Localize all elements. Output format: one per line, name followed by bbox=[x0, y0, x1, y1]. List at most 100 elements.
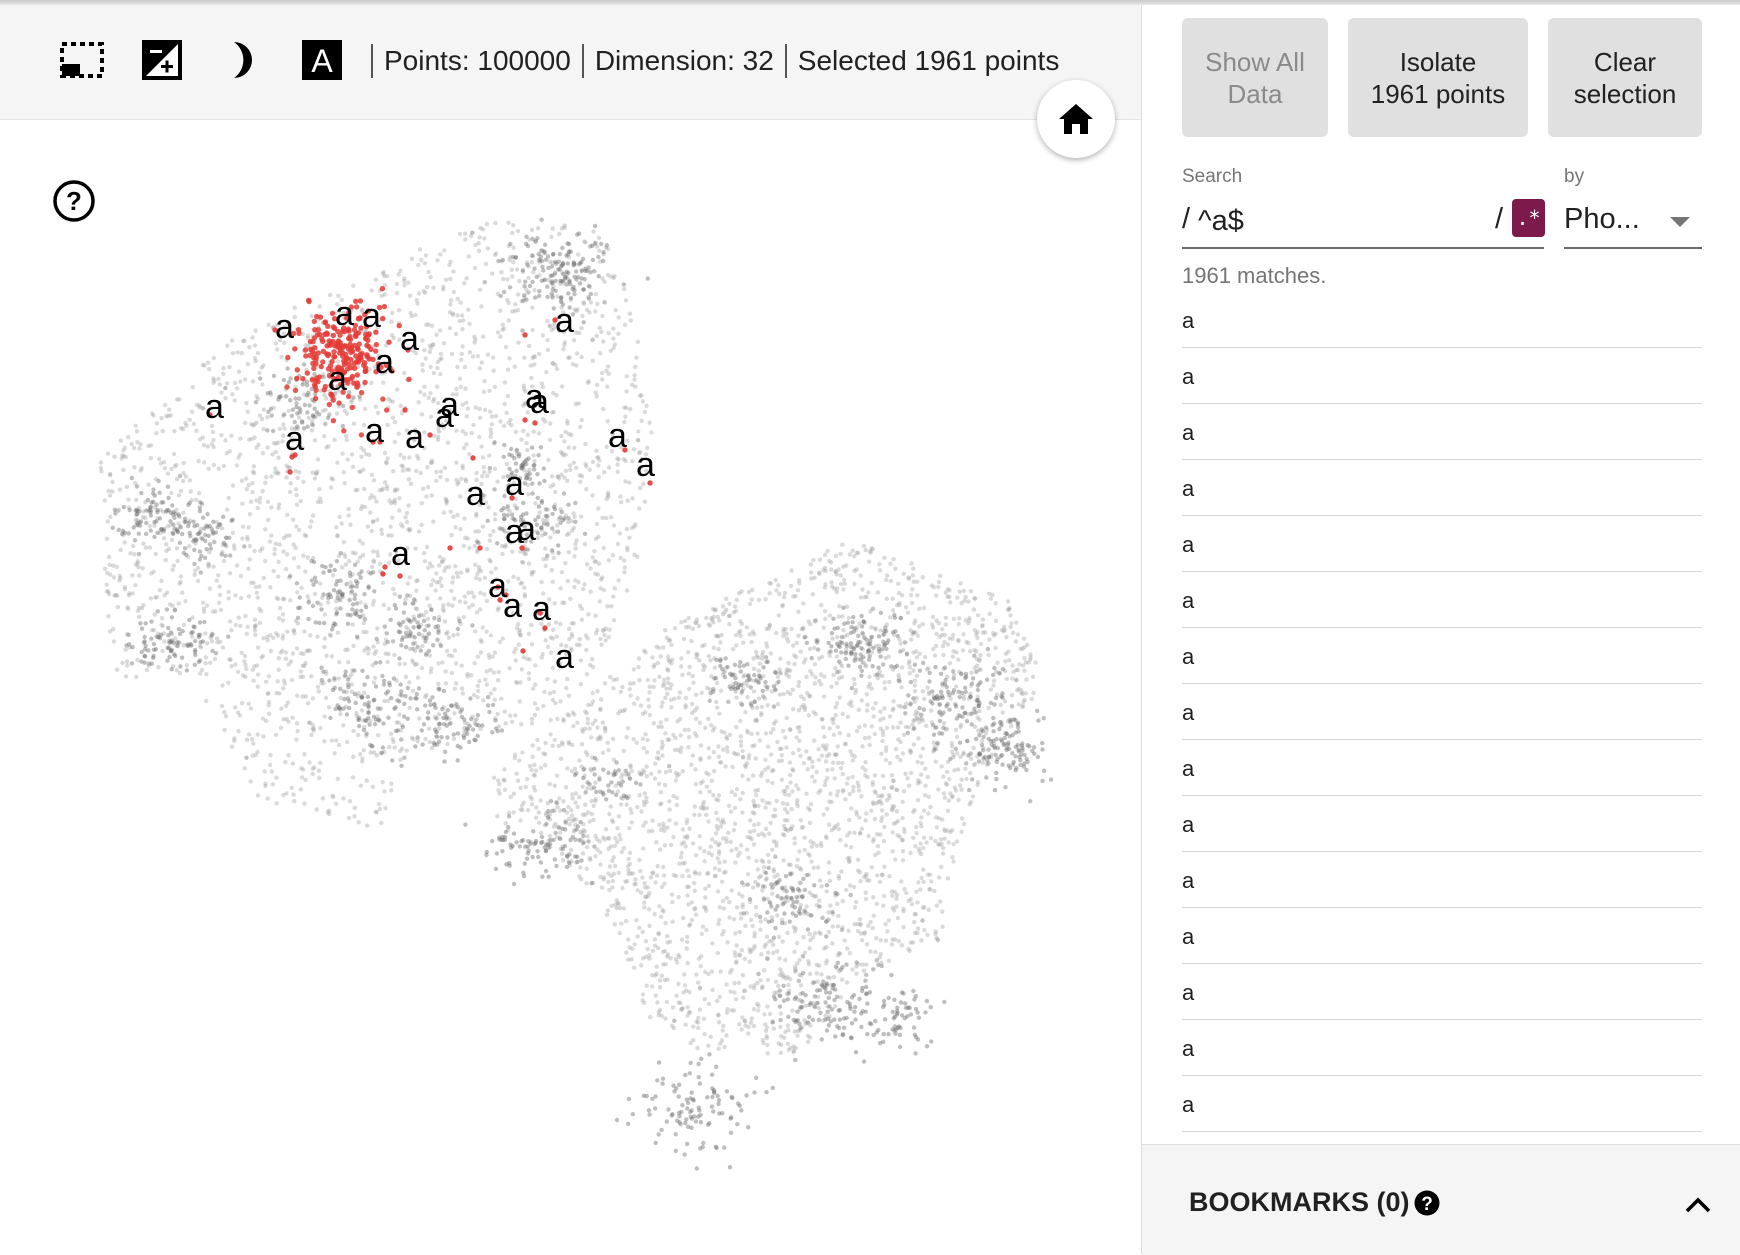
data-point bbox=[776, 613, 781, 618]
data-point bbox=[333, 801, 339, 806]
data-point bbox=[528, 363, 533, 368]
data-point bbox=[495, 330, 501, 335]
data-point bbox=[482, 470, 487, 475]
data-point bbox=[1023, 691, 1028, 696]
data-point bbox=[458, 300, 463, 305]
data-point bbox=[371, 519, 376, 524]
data-point bbox=[429, 745, 435, 751]
data-point bbox=[910, 600, 915, 606]
data-point bbox=[488, 409, 493, 414]
data-point bbox=[200, 362, 206, 368]
data-point bbox=[198, 526, 203, 531]
data-point bbox=[393, 487, 398, 492]
data-point bbox=[514, 451, 520, 457]
data-point bbox=[248, 779, 253, 784]
moon-icon[interactable] bbox=[217, 35, 267, 85]
data-point bbox=[998, 702, 1003, 708]
data-point bbox=[266, 699, 272, 705]
data-point bbox=[384, 460, 389, 465]
data-point bbox=[752, 822, 757, 828]
data-point bbox=[578, 424, 583, 430]
data-point bbox=[229, 338, 235, 343]
data-point bbox=[600, 276, 605, 281]
data-point bbox=[987, 637, 992, 642]
data-point bbox=[428, 414, 434, 419]
data-point bbox=[390, 639, 396, 644]
data-point bbox=[359, 445, 364, 451]
data-point bbox=[922, 793, 928, 798]
data-point bbox=[747, 947, 752, 952]
data-point bbox=[625, 498, 630, 503]
data-point bbox=[590, 337, 595, 343]
data-point bbox=[886, 958, 892, 963]
data-point bbox=[174, 476, 180, 482]
data-point bbox=[860, 962, 865, 967]
data-point bbox=[451, 736, 457, 741]
rectangle-select-icon[interactable] bbox=[57, 35, 107, 85]
data-point bbox=[348, 522, 353, 527]
data-point bbox=[499, 259, 504, 264]
data-point bbox=[748, 1020, 754, 1025]
data-point bbox=[499, 270, 504, 275]
data-point bbox=[584, 307, 590, 313]
data-point bbox=[863, 768, 868, 773]
data-point bbox=[704, 784, 710, 789]
data-point bbox=[934, 618, 939, 623]
data-point bbox=[249, 737, 255, 742]
data-point bbox=[283, 566, 289, 572]
data-point bbox=[480, 493, 486, 498]
label-a-icon[interactable]: A bbox=[297, 35, 347, 85]
help-icon[interactable]: ? bbox=[52, 179, 96, 223]
data-point bbox=[372, 364, 377, 369]
data-point bbox=[643, 650, 648, 655]
data-point bbox=[200, 435, 206, 440]
night-mode-contrast-icon[interactable] bbox=[137, 35, 187, 85]
data-point bbox=[515, 778, 521, 783]
data-point bbox=[859, 794, 864, 799]
data-point bbox=[749, 639, 754, 645]
data-point bbox=[509, 422, 514, 428]
data-point bbox=[975, 630, 980, 635]
data-point bbox=[766, 765, 771, 770]
data-point bbox=[474, 610, 480, 615]
data-point bbox=[940, 845, 946, 851]
data-point bbox=[310, 513, 316, 518]
points-count: Points: 100000 bbox=[384, 45, 571, 76]
data-point bbox=[400, 468, 405, 473]
data-point bbox=[348, 580, 353, 585]
data-point bbox=[776, 583, 781, 588]
data-point bbox=[450, 603, 455, 608]
data-point bbox=[239, 350, 244, 356]
data-point bbox=[477, 678, 482, 684]
data-point bbox=[728, 970, 733, 975]
data-point bbox=[275, 322, 280, 327]
data-point bbox=[487, 469, 492, 475]
data-point bbox=[553, 362, 558, 368]
data-point bbox=[878, 726, 883, 731]
data-point bbox=[596, 274, 601, 279]
data-point bbox=[742, 763, 748, 768]
data-point bbox=[221, 371, 226, 376]
data-point bbox=[453, 704, 458, 709]
data-point bbox=[369, 472, 375, 478]
data-point bbox=[572, 307, 577, 312]
data-point bbox=[266, 517, 271, 523]
data-point bbox=[761, 865, 767, 870]
data-point bbox=[753, 904, 759, 910]
data-point bbox=[550, 361, 555, 366]
data-point bbox=[877, 879, 883, 885]
data-point bbox=[261, 575, 266, 581]
data-point bbox=[840, 772, 845, 777]
data-point bbox=[585, 716, 590, 722]
data-point bbox=[654, 873, 660, 878]
data-point bbox=[544, 556, 549, 562]
data-point bbox=[643, 452, 649, 457]
data-point bbox=[450, 580, 455, 585]
data-point bbox=[361, 629, 366, 635]
data-point bbox=[355, 693, 360, 699]
data-point bbox=[899, 879, 904, 884]
data-point bbox=[573, 800, 578, 805]
reset-view-button[interactable] bbox=[1037, 80, 1115, 158]
